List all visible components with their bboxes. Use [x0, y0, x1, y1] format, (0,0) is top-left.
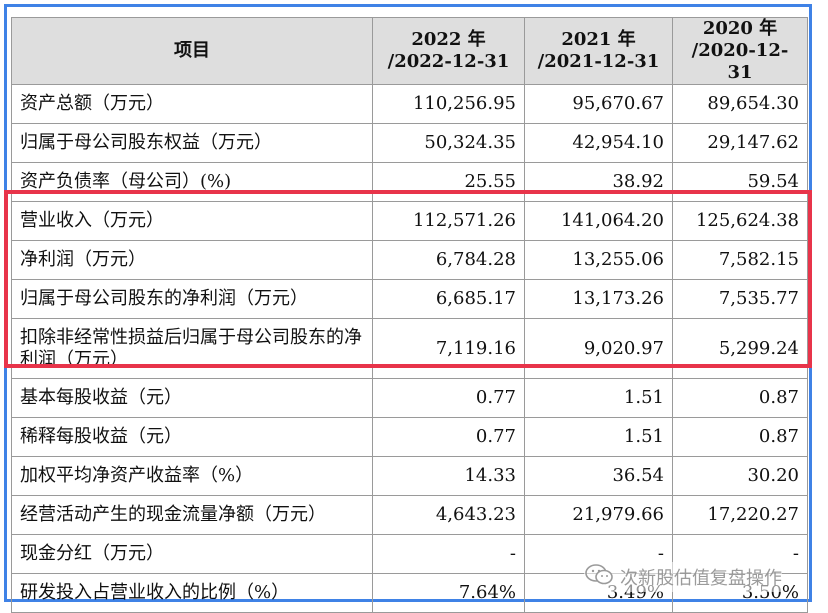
- row-label: 营业收入（万元）: [11, 201, 373, 241]
- row-label: 现金分红（万元）: [11, 534, 373, 574]
- cell-2022: 14.33: [372, 456, 525, 496]
- cell-2021: 1.51: [524, 378, 673, 418]
- cell-2020: 0.87: [672, 378, 808, 418]
- watermark-text: 次新股估值复盘操作: [620, 568, 782, 589]
- cell-2020: 59.54: [672, 162, 808, 202]
- cell-2021: 13,173.26: [524, 279, 673, 319]
- header-col-2020: 2020 年 /2020-12-31: [672, 17, 808, 85]
- row-label: 净利润（万元）: [11, 240, 373, 280]
- cell-2021: 141,064.20: [524, 201, 673, 241]
- cell-2020: 7,535.77: [672, 279, 808, 319]
- cell-2022: 4,643.23: [372, 495, 525, 535]
- header-date: /2021-12-31: [537, 51, 660, 72]
- row-label: 扣除非经常性损益后归属于母公司股东的净利润（万元）: [11, 318, 373, 379]
- cell-2022: 6,784.28: [372, 240, 525, 280]
- cell-2021: 9,020.97: [524, 318, 673, 379]
- table-row: 扣除非经常性损益后归属于母公司股东的净利润（万元） 7,119.16 9,020…: [11, 318, 808, 379]
- row-label: 研发投入占营业收入的比例（%）: [11, 573, 373, 613]
- watermark: 次新股估值复盘操作: [584, 562, 782, 592]
- row-label: 归属于母公司股东的净利润（万元）: [11, 279, 373, 319]
- table-row: 经营活动产生的现金流量净额（万元） 4,643.23 21,979.66 17,…: [11, 495, 808, 535]
- table-row: 稀释每股收益（元） 0.77 1.51 0.87: [11, 417, 808, 457]
- financial-table: 项目 2022 年 /2022-12-31 2021 年 /2021-12-31…: [11, 17, 808, 613]
- table-header-row: 项目 2022 年 /2022-12-31 2021 年 /2021-12-31…: [11, 17, 808, 85]
- row-label: 基本每股收益（元）: [11, 378, 373, 418]
- cell-2021: 21,979.66: [524, 495, 673, 535]
- header-col-2021: 2021 年 /2021-12-31: [524, 17, 673, 85]
- cell-2021: 13,255.06: [524, 240, 673, 280]
- table-row: 归属于母公司股东权益（万元） 50,324.35 42,954.10 29,14…: [11, 123, 808, 163]
- cell-2022: 25.55: [372, 162, 525, 202]
- header-year: 2022 年: [411, 29, 486, 50]
- row-label: 资产负债率（母公司）(%): [11, 162, 373, 202]
- row-label: 加权平均净资产收益率（%）: [11, 456, 373, 496]
- cell-2022: -: [372, 534, 525, 574]
- cell-2020: 17,220.27: [672, 495, 808, 535]
- cell-2020: 7,582.15: [672, 240, 808, 280]
- cell-2022: 7,119.16: [372, 318, 525, 379]
- cell-2022: 0.77: [372, 417, 525, 457]
- table-row: 基本每股收益（元） 0.77 1.51 0.87: [11, 378, 808, 418]
- cell-2021: 36.54: [524, 456, 673, 496]
- row-label: 经营活动产生的现金流量净额（万元）: [11, 495, 373, 535]
- header-date: /2022-12-31: [387, 51, 510, 72]
- row-label: 归属于母公司股东权益（万元）: [11, 123, 373, 163]
- header-item: 项目: [11, 17, 373, 85]
- cell-2022: 0.77: [372, 378, 525, 418]
- table-row: 归属于母公司股东的净利润（万元） 6,685.17 13,173.26 7,53…: [11, 279, 808, 319]
- cell-2020: 0.87: [672, 417, 808, 457]
- cell-2022: 50,324.35: [372, 123, 525, 163]
- cell-2022: 112,571.26: [372, 201, 525, 241]
- table-row: 加权平均净资产收益率（%） 14.33 36.54 30.20: [11, 456, 808, 496]
- table-row: 资产负债率（母公司）(%) 25.55 38.92 59.54: [11, 162, 808, 202]
- header-col-2022: 2022 年 /2022-12-31: [372, 17, 525, 85]
- cell-2020: 30.20: [672, 456, 808, 496]
- cell-2020: 89,654.30: [672, 84, 808, 124]
- row-label: 资产总额（万元）: [11, 84, 373, 124]
- cell-2020: 29,147.62: [672, 123, 808, 163]
- cell-2020: 5,299.24: [672, 318, 808, 379]
- table-row: 资产总额（万元） 110,256.95 95,670.67 89,654.30: [11, 84, 808, 124]
- header-date: /2020-12-31: [691, 40, 789, 83]
- header-year: 2021 年: [561, 29, 636, 50]
- cell-2022: 6,685.17: [372, 279, 525, 319]
- cell-2021: 38.92: [524, 162, 673, 202]
- cell-2021: 1.51: [524, 417, 673, 457]
- cell-2022: 110,256.95: [372, 84, 525, 124]
- cell-2020: 125,624.38: [672, 201, 808, 241]
- row-label: 稀释每股收益（元）: [11, 417, 373, 457]
- cell-2021: 42,954.10: [524, 123, 673, 163]
- table-row: 净利润（万元） 6,784.28 13,255.06 7,582.15: [11, 240, 808, 280]
- header-year: 2020 年: [702, 18, 778, 40]
- cell-2022: 7.64%: [372, 573, 525, 613]
- table-row: 营业收入（万元） 112,571.26 141,064.20 125,624.3…: [11, 201, 808, 241]
- cell-2021: 95,670.67: [524, 84, 673, 124]
- wechat-icon: [584, 562, 614, 592]
